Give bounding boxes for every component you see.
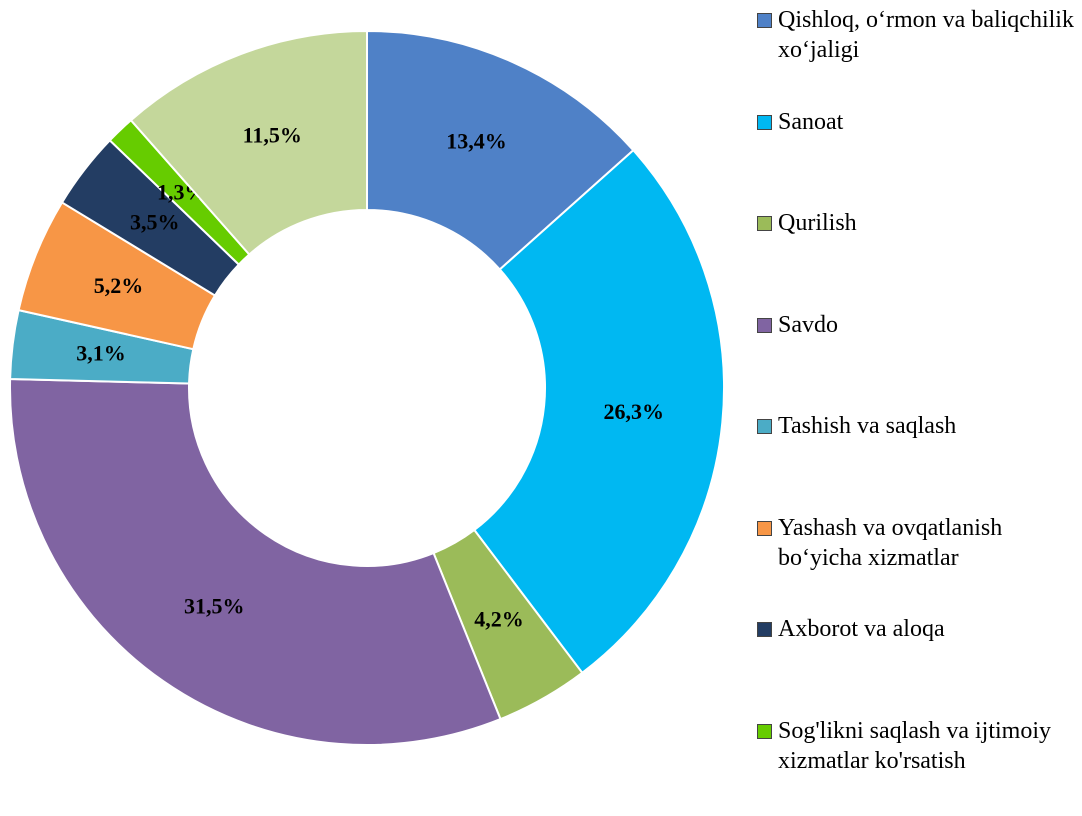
legend-swatch	[757, 723, 772, 739]
data-label: 5,2%	[94, 273, 144, 298]
legend-label: Axborot va aloqa	[778, 616, 945, 642]
legend-swatch	[757, 520, 772, 536]
legend-label: Yashash va ovqatlanish bo‘yicha xizmatla…	[778, 514, 1003, 571]
data-label: 31,5%	[184, 593, 245, 618]
slice	[366, 29, 635, 271]
legend-label: Tashish va saqlash	[778, 413, 957, 439]
legend-label: Sog'likni saqlash va ijtimoiy xizmatlar …	[778, 717, 1051, 774]
legend-item: Tashish va saqlash	[757, 411, 1077, 441]
legend-item: Axborot va aloqa	[757, 614, 1077, 644]
legend-item: Yashash va ovqatlanish bo‘yicha xizmatla…	[757, 513, 1077, 573]
legend-item: Sog'likni saqlash va ijtimoiy xizmatlar …	[757, 716, 1077, 776]
data-label: 13,4%	[446, 128, 507, 153]
legend-swatch	[757, 622, 772, 637]
data-label: 26,3%	[603, 399, 664, 424]
data-label: 3,5%	[130, 209, 180, 234]
donut: 13,4%26,3%4,2%31,5%3,1%5,2%3,5%1,3%11,5%	[9, 29, 725, 746]
legend-label: Savdo	[778, 311, 838, 338]
slice	[472, 148, 725, 675]
legend-label: Sanoat	[778, 108, 844, 135]
legend-item: Qurilish	[757, 208, 1077, 238]
legend-swatch	[757, 114, 772, 130]
data-label: 4,2%	[474, 606, 524, 631]
legend-label: Qurilish	[778, 210, 857, 236]
legend-item: Savdo	[757, 310, 1077, 340]
data-label: 11,5%	[243, 122, 302, 147]
legend-swatch	[757, 317, 772, 333]
legend-swatch	[757, 216, 772, 231]
legend-label: Qishloq, o‘rmon va baliqchilik xo‘jaligi	[778, 7, 1074, 63]
data-label: 3,1%	[76, 340, 126, 365]
slice	[129, 29, 368, 256]
legend-item: Qishloq, o‘rmon va baliqchilik xo‘jaligi	[757, 5, 1077, 65]
legend-item: Sanoat	[757, 107, 1077, 137]
legend-swatch	[757, 419, 772, 434]
slice	[9, 378, 502, 746]
legend-swatch	[757, 13, 772, 28]
